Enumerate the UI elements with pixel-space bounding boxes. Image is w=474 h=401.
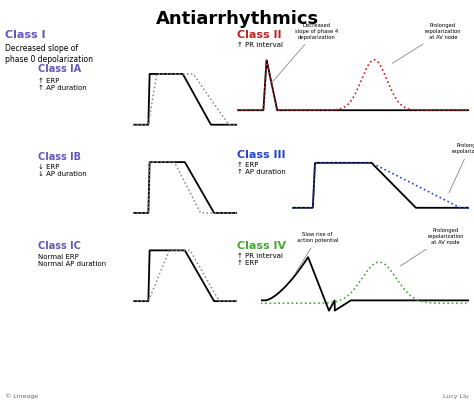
Text: Antiarrhythmics: Antiarrhythmics — [155, 10, 319, 28]
Text: ↑ PR interval
↑ ERP: ↑ PR interval ↑ ERP — [237, 253, 283, 265]
Text: Prolonged
repolarization
at AV node: Prolonged repolarization at AV node — [392, 23, 461, 63]
Text: © Lineage: © Lineage — [5, 393, 38, 399]
Text: Class IC: Class IC — [38, 241, 81, 251]
Text: ↑ ERP
↑ AP duration: ↑ ERP ↑ AP duration — [237, 162, 286, 175]
Text: Prolonged
repolarization
at AV node: Prolonged repolarization at AV node — [401, 228, 464, 266]
Text: Prolonged
repolarization: Prolonged repolarization — [449, 143, 474, 192]
Text: Class III: Class III — [237, 150, 285, 160]
Text: Slow rise of
action potential: Slow rise of action potential — [295, 232, 338, 273]
Text: ↑ PR interval: ↑ PR interval — [237, 42, 283, 48]
Text: Class IA: Class IA — [38, 64, 81, 74]
Text: Class II: Class II — [237, 30, 282, 40]
Text: Decreased slope of
phase 0 depolarization: Decreased slope of phase 0 depolarizatio… — [5, 44, 93, 63]
Text: ↓ ERP
↓ AP duration: ↓ ERP ↓ AP duration — [38, 164, 87, 177]
Text: Class I: Class I — [5, 30, 45, 40]
Text: Class IV: Class IV — [237, 241, 286, 251]
Text: Lucy Liu: Lucy Liu — [443, 394, 469, 399]
Text: Normal ERP
Normal AP duration: Normal ERP Normal AP duration — [38, 254, 106, 267]
Text: Class IB: Class IB — [38, 152, 81, 162]
Text: ↑ ERP
↑ AP duration: ↑ ERP ↑ AP duration — [38, 78, 87, 91]
Text: Decreased
slope of phase 4
depolarization: Decreased slope of phase 4 depolarizatio… — [272, 23, 338, 83]
